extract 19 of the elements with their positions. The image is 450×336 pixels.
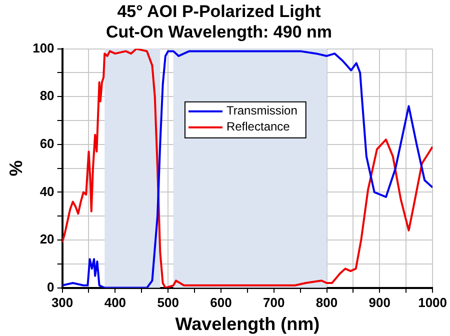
legend-label: Transmission [226,104,298,118]
x-tick-label: 300 [51,295,74,310]
y-tick-label: 0 [47,279,54,294]
legend-label: Reflectance [226,120,290,134]
x-axis-title: Wavelength (nm) [175,314,320,334]
x-tick-label: 800 [316,295,338,310]
y-tick-label: 80 [40,88,54,104]
x-tick-label: 900 [368,295,390,310]
y-axis-title: % [6,160,26,176]
x-tick-label: 700 [263,295,285,310]
y-tick-label: 100 [32,40,54,56]
y-tick-label: 40 [40,184,54,199]
chart-title: 45° AOI P-Polarized Light Cut-On Wavelength: 490 nm [106,2,332,42]
x-tick-label: 500 [157,295,179,310]
y-tick-label: 60 [40,136,54,151]
x-tick-label: 400 [104,295,126,310]
y-tick-label: 20 [40,232,54,247]
x-tick-label: 600 [210,295,232,310]
x-tick-label: 1000 [418,295,447,310]
